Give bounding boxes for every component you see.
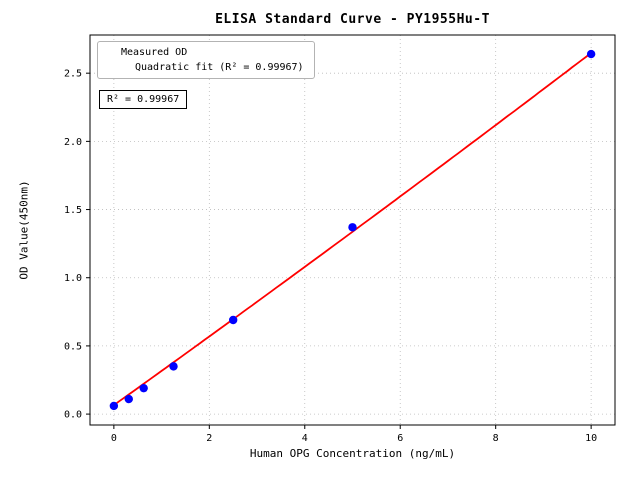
y-tick-label: 0.5 bbox=[64, 341, 82, 352]
data-point bbox=[348, 223, 357, 232]
x-tick-label: 8 bbox=[493, 433, 499, 444]
data-point bbox=[169, 362, 178, 371]
chart-title: ELISA Standard Curve - PY1955Hu-T bbox=[215, 12, 490, 27]
x-tick-label: 4 bbox=[302, 433, 308, 444]
data-point bbox=[139, 383, 148, 393]
fit-line bbox=[113, 52, 592, 406]
r-squared-annotation: R² = 0.99967 bbox=[99, 90, 188, 109]
y-tick-label: 1.0 bbox=[64, 273, 82, 284]
data-point bbox=[109, 401, 119, 411]
x-tick-label: 0 bbox=[111, 433, 117, 444]
y-tick-label: 1.5 bbox=[64, 205, 82, 216]
x-tick-label: 6 bbox=[397, 433, 403, 444]
data-point bbox=[124, 394, 133, 404]
y-tick-label: 2.5 bbox=[64, 69, 82, 80]
data-point bbox=[586, 49, 596, 59]
measured-od-marker-icon bbox=[106, 49, 114, 57]
x-axis-label: Human OPG Concentration (ng/mL) bbox=[249, 447, 456, 460]
x-tick-label: 2 bbox=[206, 433, 212, 444]
legend-item-fit: Quadratic fit (R² = 0.99967) bbox=[106, 62, 304, 73]
legend-item-measured: Measured OD bbox=[106, 47, 304, 58]
x-tick-label: 10 bbox=[585, 433, 597, 444]
legend: Measured OD Quadratic fit (R² = 0.99967) bbox=[97, 41, 315, 79]
legend-label-measured: Measured OD bbox=[121, 47, 188, 58]
y-tick-label: 0.0 bbox=[64, 410, 82, 421]
y-tick-label: 2.0 bbox=[64, 137, 82, 148]
y-axis-label: OD Value(450nm) bbox=[17, 180, 31, 280]
quadratic-fit-marker-icon bbox=[106, 67, 128, 69]
legend-label-fit: Quadratic fit (R² = 0.99967) bbox=[135, 62, 304, 73]
data-point bbox=[228, 315, 238, 325]
plot-frame bbox=[89, 34, 616, 426]
